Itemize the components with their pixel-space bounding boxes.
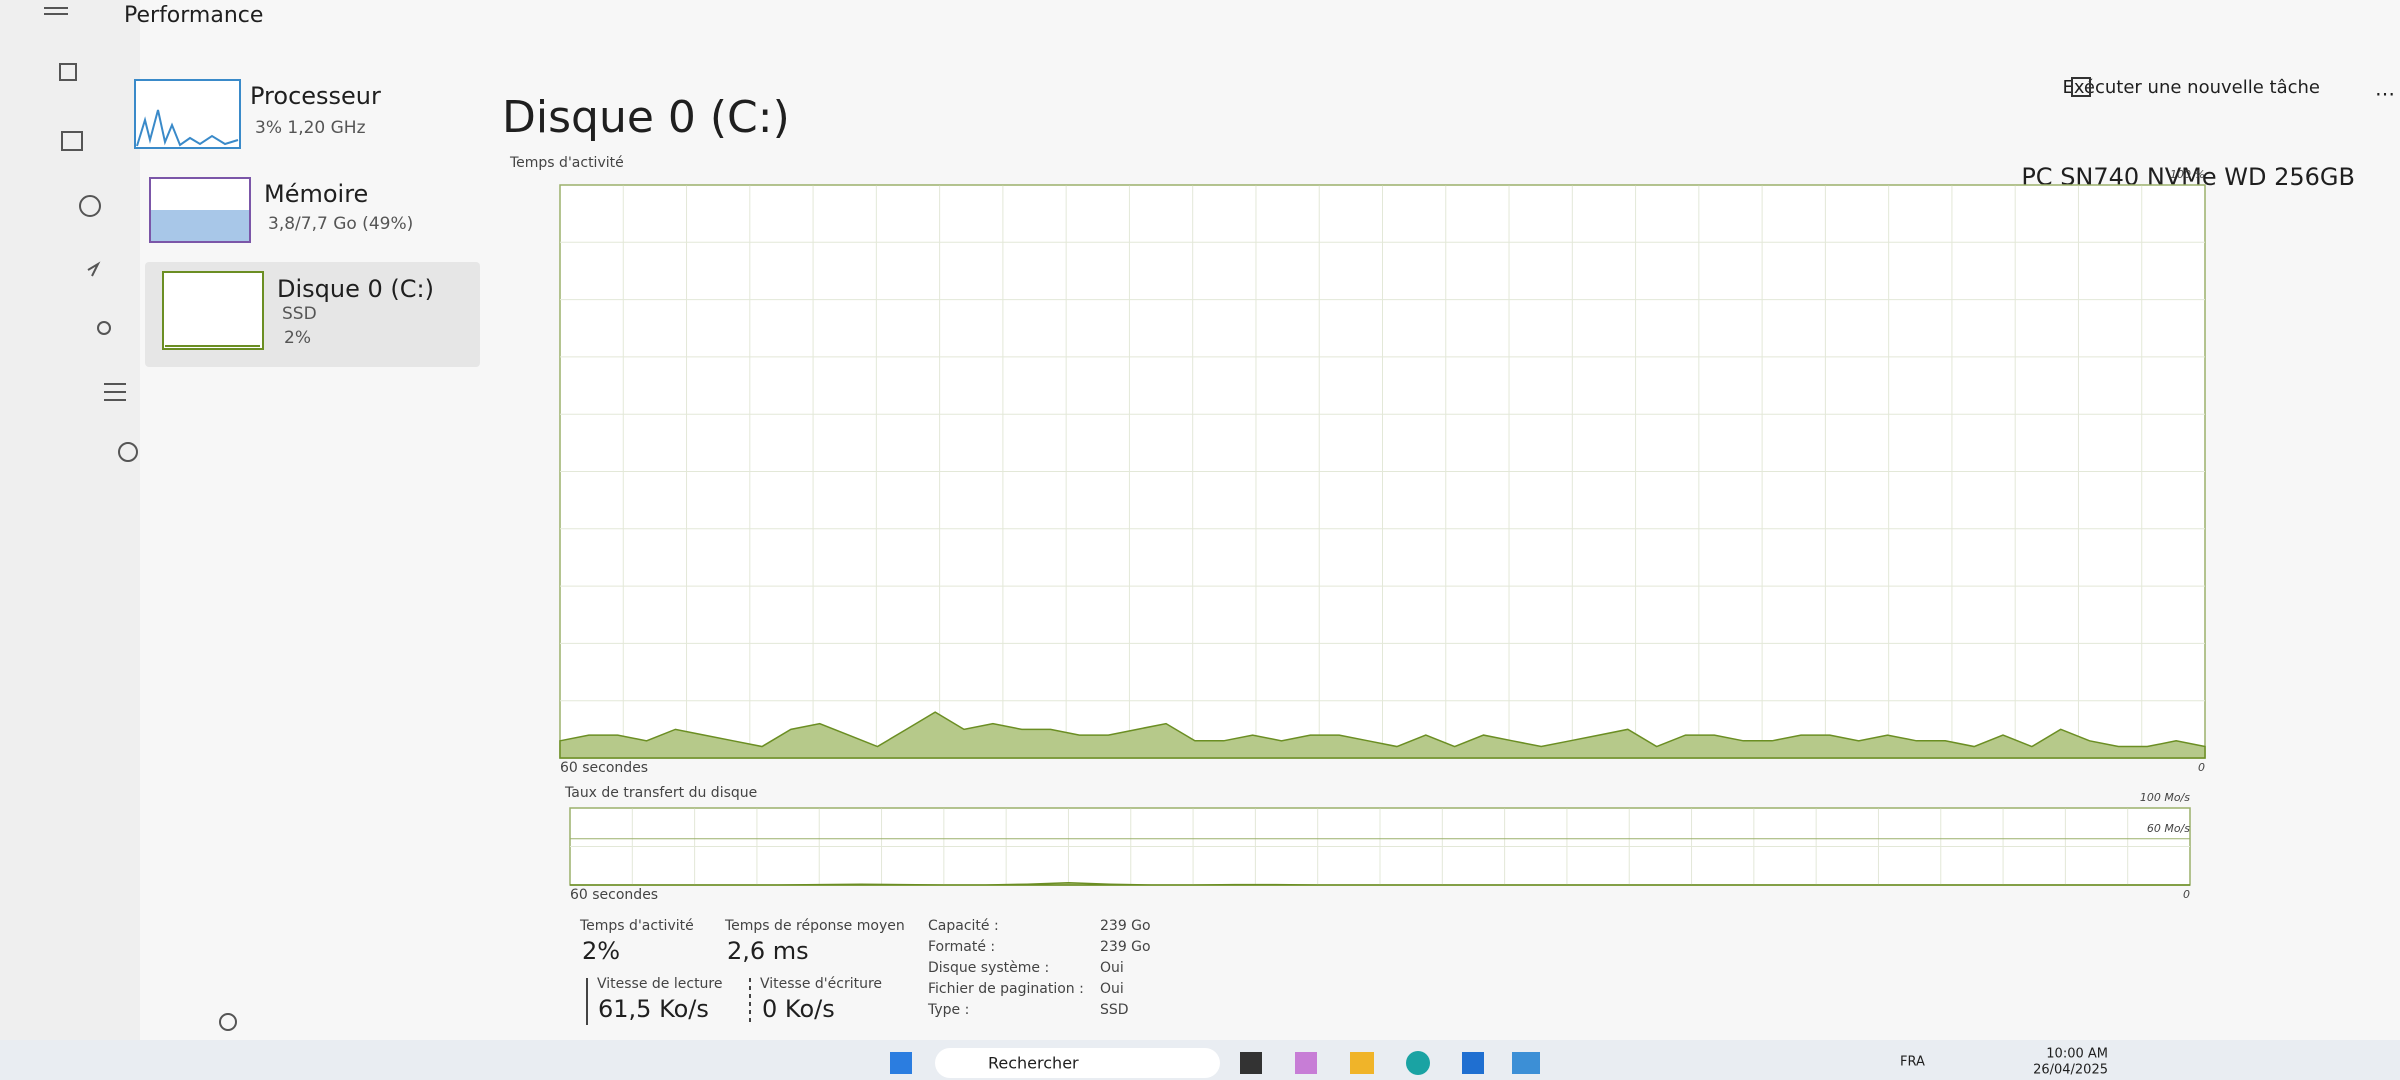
settings-icon[interactable] bbox=[219, 1013, 237, 1031]
speed-label: Vitesse d'écriture bbox=[760, 976, 882, 992]
charts: 0 100 % 60 secondes 0 60 Mo/s 100 Mo/s 60 seco… bbox=[559, 168, 2206, 903]
search-placeholder: Rechercher bbox=[988, 1054, 1079, 1073]
app-icon[interactable] bbox=[1512, 1052, 1540, 1074]
property-value: Oui bbox=[1100, 960, 1124, 976]
x-axis-label: 60 secondes bbox=[570, 887, 658, 903]
property-label: Fichier de pagination : bbox=[928, 981, 1084, 997]
window-title: Performance bbox=[124, 3, 263, 28]
mem-thumb[interactable] bbox=[149, 177, 251, 243]
property-value: Oui bbox=[1100, 981, 1124, 997]
sidebar-detail: 3% 1,20 GHz bbox=[255, 118, 366, 138]
new-task-icon[interactable] bbox=[2071, 77, 2091, 97]
nav-rail bbox=[0, 0, 140, 1040]
thumb-fill bbox=[151, 210, 249, 241]
taskbar-apps bbox=[1240, 1051, 1540, 1075]
clock-date[interactable]: 26/04/2025 bbox=[2033, 1063, 2108, 1078]
search-box[interactable] bbox=[935, 1048, 1220, 1078]
nav-icons bbox=[44, 7, 237, 1031]
services-icon[interactable] bbox=[118, 442, 138, 462]
sidebar-name[interactable]: Processeur bbox=[250, 82, 381, 110]
more-button[interactable]: … bbox=[2375, 77, 2395, 101]
app-icon[interactable] bbox=[1406, 1051, 1430, 1075]
startup-icon[interactable] bbox=[87, 261, 101, 277]
stat-label: Temps d'activité bbox=[579, 918, 694, 934]
new-task-button[interactable]: Exécuter une nouvelle tâche bbox=[2062, 77, 2320, 98]
stat-label: Temps de réponse moyen bbox=[724, 918, 905, 934]
disk-title: Disque 0 (C:) bbox=[502, 92, 790, 143]
processes-icon[interactable] bbox=[59, 63, 77, 81]
sidebar-detail: 3,8/7,7 Go (49%) bbox=[268, 214, 413, 234]
property-label: Capacité : bbox=[928, 918, 999, 934]
app-icon[interactable] bbox=[1295, 1052, 1317, 1074]
app-icon[interactable] bbox=[1350, 1052, 1374, 1074]
speed-label: Vitesse de lecture bbox=[597, 976, 723, 992]
property-value: 239 Go bbox=[1100, 939, 1151, 955]
stat-value: 2% bbox=[582, 937, 620, 965]
sidebar-name[interactable]: Mémoire bbox=[264, 180, 368, 208]
cpu-thumb[interactable] bbox=[134, 79, 241, 149]
property-value: 239 Go bbox=[1100, 918, 1151, 934]
activity-area bbox=[570, 881, 2190, 886]
sidebar-name[interactable]: Disque 0 (C:) bbox=[277, 275, 434, 303]
language[interactable]: FRA bbox=[1900, 1055, 1925, 1070]
users-icon[interactable] bbox=[97, 321, 111, 335]
property-label: Formaté : bbox=[928, 939, 995, 955]
thumb-line bbox=[136, 109, 239, 147]
sidebar-detail: SSD bbox=[282, 304, 317, 324]
stat-value: 2,6 ms bbox=[727, 937, 809, 965]
y-tick-label: 60 Mo/s bbox=[2147, 822, 2190, 835]
thumb-frame bbox=[134, 79, 241, 149]
activity-area bbox=[559, 711, 2206, 759]
property-value: SSD bbox=[1100, 1002, 1129, 1018]
chart-label: Taux de transfert du disque bbox=[564, 785, 757, 801]
sidebar-usage: 2% bbox=[284, 328, 311, 348]
chart-label: Temps d'activité bbox=[509, 155, 624, 171]
y-tick-label: 0 bbox=[2183, 888, 2190, 901]
y-tick-label: 100 % bbox=[2170, 168, 2205, 181]
thumb-frame bbox=[162, 271, 264, 350]
y-tick-label: 0 bbox=[2198, 761, 2205, 774]
speed-value: 61,5 Ko/s bbox=[598, 995, 709, 1023]
disk-thumb[interactable] bbox=[162, 271, 264, 350]
speed-value: 0 Ko/s bbox=[762, 995, 835, 1023]
details-icon[interactable] bbox=[104, 383, 126, 401]
properties: Capacité : 239 Go Formaté : 239 Go Disque sy… bbox=[927, 918, 1151, 1018]
menu-icon[interactable] bbox=[44, 7, 68, 15]
performance-icon[interactable] bbox=[61, 131, 83, 151]
property-label: Disque système : bbox=[928, 960, 1049, 976]
y-tick-label: 100 Mo/s bbox=[2140, 791, 2190, 804]
property-label: Type : bbox=[927, 1002, 969, 1018]
clock-time[interactable]: 10:00 AM bbox=[2046, 1047, 2108, 1062]
app-icon[interactable] bbox=[1462, 1052, 1484, 1074]
history-icon[interactable] bbox=[79, 195, 101, 217]
x-axis-label: 60 secondes bbox=[560, 760, 648, 776]
start-button[interactable] bbox=[890, 1052, 912, 1074]
app-icon[interactable] bbox=[1240, 1052, 1262, 1074]
